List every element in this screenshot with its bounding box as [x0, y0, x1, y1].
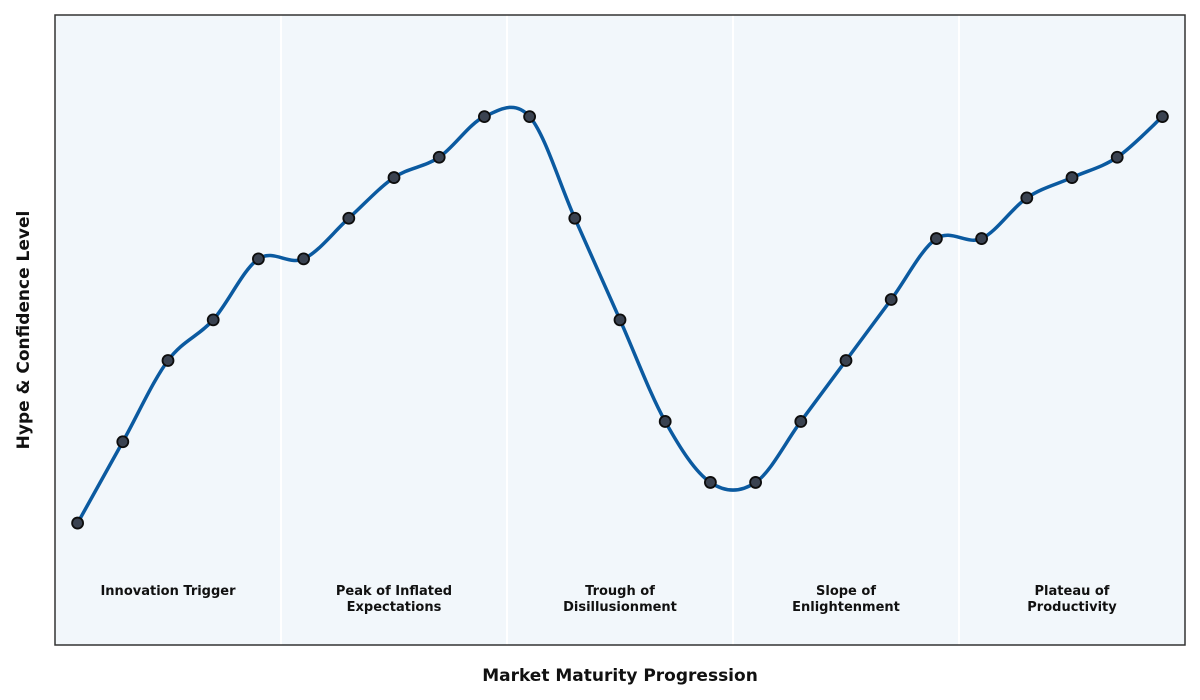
data-point-12: [568, 211, 582, 225]
data-point-25: [1156, 110, 1169, 124]
data-point-7: [342, 211, 356, 225]
data-point-19: [884, 293, 898, 306]
data-point-1: [71, 516, 84, 530]
data-point-8: [387, 171, 401, 184]
plot-background: [55, 15, 1185, 645]
data-point-15: [704, 476, 717, 489]
y-axis-label: Hype & Confidence Level: [14, 211, 34, 450]
data-point-10: [477, 110, 491, 124]
plot-frame: [54, 14, 1186, 646]
data-point-13: [613, 313, 627, 327]
data-point-9: [432, 150, 446, 164]
phase-dividers: [280, 15, 960, 645]
data-point-23: [1065, 171, 1079, 184]
data-point-20: [930, 232, 943, 245]
phase-label-4: Slope of Enlightenment: [792, 584, 900, 615]
data-point-22: [1020, 191, 1034, 205]
phase-labels: Innovation Trigger Peak of Inflated Expect…: [100, 584, 1117, 615]
data-point-16: [749, 476, 762, 489]
data-point-14: [658, 415, 672, 428]
data-point-24: [1110, 150, 1124, 164]
phase-label-2: Peak of Inflated Expectations: [336, 584, 452, 615]
data-point-4: [206, 313, 220, 327]
data-point-21: [975, 232, 988, 245]
data-point-17: [794, 415, 808, 428]
data-point-11: [523, 110, 536, 124]
data-point-18: [839, 354, 853, 367]
data-markers: [71, 110, 1169, 530]
data-point-6: [297, 252, 311, 266]
data-point-3: [161, 354, 175, 367]
data-point-2: [116, 435, 130, 449]
data-point-5: [251, 252, 265, 266]
phase-label-3: Trough of Disillusionment: [563, 584, 677, 615]
x-axis-label: Market Maturity Progression: [482, 666, 758, 686]
phase-label-5: Plateau of Productivity: [1027, 584, 1117, 615]
phase-label-1: Innovation Trigger: [100, 584, 236, 599]
